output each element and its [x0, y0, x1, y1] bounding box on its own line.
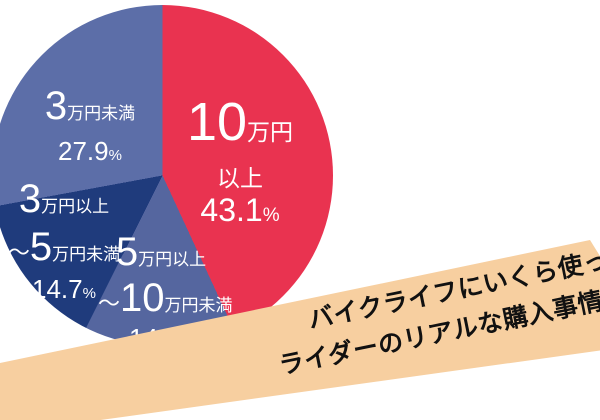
- pie-chart: [0, 5, 333, 346]
- banner-shape: [0, 240, 600, 420]
